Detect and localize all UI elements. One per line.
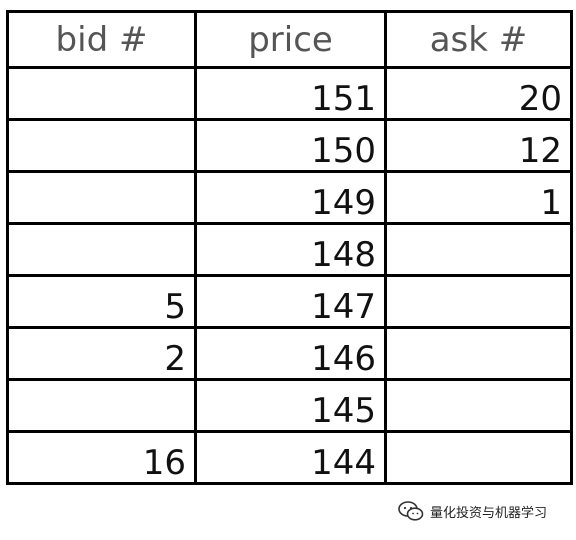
bid-cell	[6, 66, 197, 121]
header-price: price	[194, 10, 387, 69]
price-cell: 147	[194, 274, 387, 329]
ask-cell	[384, 222, 573, 277]
ask-cell: 1	[384, 170, 573, 225]
header-ask: ask #	[384, 10, 573, 69]
table-row: 16 144	[6, 430, 573, 485]
bid-cell: 16	[6, 430, 197, 485]
price-cell: 149	[194, 170, 387, 225]
price-cell: 151	[194, 66, 387, 121]
table-row: 151 20	[6, 66, 573, 121]
table-row: 149 1	[6, 170, 573, 225]
ask-cell	[384, 274, 573, 329]
header-row: bid # price ask #	[6, 10, 573, 69]
ask-cell: 12	[384, 118, 573, 173]
header-bid: bid #	[6, 10, 197, 69]
table-row: 5 147	[6, 274, 573, 329]
bid-cell: 5	[6, 274, 197, 329]
ask-cell	[384, 378, 573, 433]
order-book-table: bid # price ask # 151 20 150 12 149 1	[6, 10, 573, 485]
price-cell: 150	[194, 118, 387, 173]
bid-cell: 2	[6, 326, 197, 381]
table-row: 2 146	[6, 326, 573, 381]
bid-cell	[6, 378, 197, 433]
ask-cell: 20	[384, 66, 573, 121]
bid-cell	[6, 222, 197, 277]
wechat-icon	[398, 501, 424, 521]
price-cell: 144	[194, 430, 387, 485]
bid-cell	[6, 170, 197, 225]
ask-cell	[384, 326, 573, 381]
watermark: 量化投资与机器学习	[398, 496, 568, 526]
table-row: 150 12	[6, 118, 573, 173]
price-cell: 145	[194, 378, 387, 433]
price-cell: 148	[194, 222, 387, 277]
ask-cell	[384, 430, 573, 485]
table-row: 145	[6, 378, 573, 433]
bid-cell	[6, 118, 197, 173]
table-row: 148	[6, 222, 573, 277]
price-cell: 146	[194, 326, 387, 381]
watermark-text: 量化投资与机器学习	[430, 505, 548, 521]
